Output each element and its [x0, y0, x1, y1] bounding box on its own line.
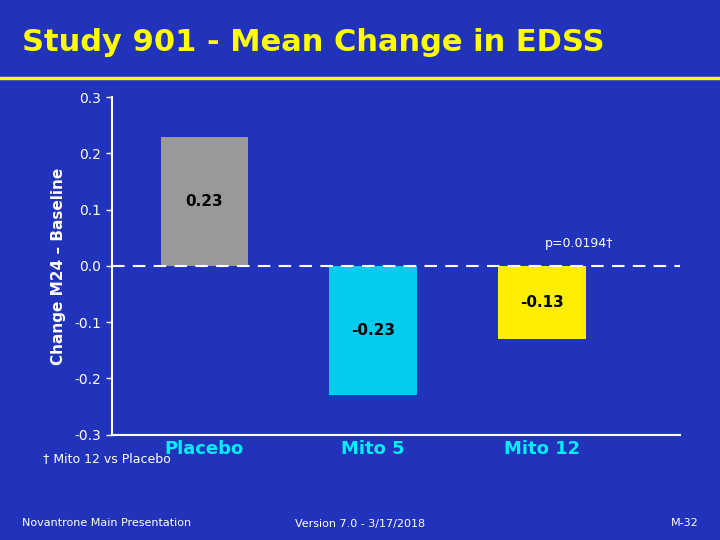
Text: Version 7.0 - 3/17/2018: Version 7.0 - 3/17/2018	[295, 518, 425, 529]
Text: Study 901 - Mean Change in EDSS: Study 901 - Mean Change in EDSS	[22, 28, 604, 57]
Text: p=0.0194†: p=0.0194†	[544, 237, 613, 250]
Text: 0.23: 0.23	[186, 194, 223, 209]
Text: -0.23: -0.23	[351, 323, 395, 338]
Text: † Mito 12 vs Placebo: † Mito 12 vs Placebo	[43, 451, 171, 465]
Text: -0.13: -0.13	[520, 295, 564, 310]
Text: M-32: M-32	[670, 518, 698, 529]
Bar	[161, 137, 248, 266]
Bar	[329, 266, 417, 395]
Bar	[498, 266, 586, 339]
Text: Novantrone Main Presentation: Novantrone Main Presentation	[22, 518, 191, 529]
Y-axis label: Change M24 – Baseline: Change M24 – Baseline	[51, 167, 66, 364]
